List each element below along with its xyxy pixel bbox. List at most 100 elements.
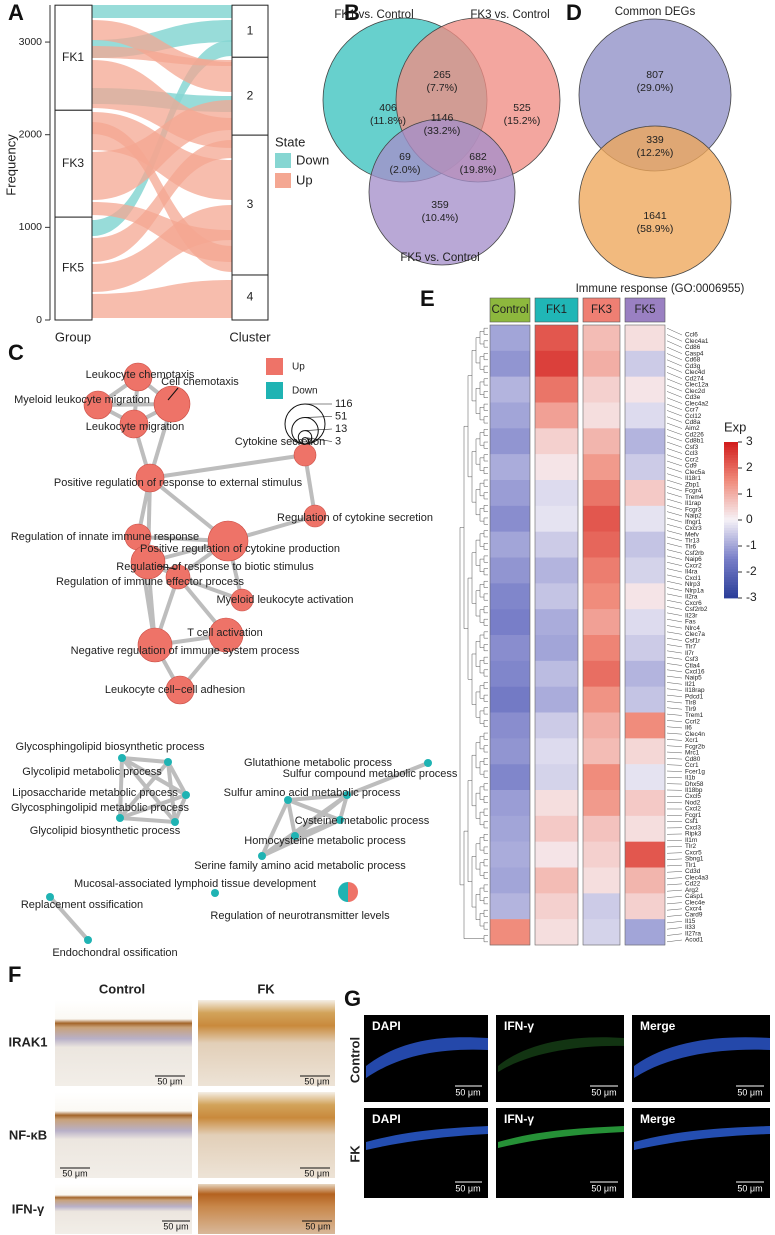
- gene-label: Ccr2: [685, 456, 699, 463]
- stratum: [54, 4, 93, 111]
- micrograph: [496, 1108, 624, 1198]
- heatmap-cell: [625, 738, 665, 765]
- label-connector: [666, 587, 683, 591]
- dendrogram: [483, 441, 488, 449]
- label-connector: [666, 656, 683, 660]
- label-connector: [666, 391, 683, 398]
- set-title: FK1 vs. Control: [334, 9, 413, 21]
- stratum-label: FK3: [62, 156, 84, 170]
- label-connector: [666, 663, 683, 666]
- colorbar-step: [724, 582, 738, 586]
- gene-label: Cd8b1: [685, 438, 704, 445]
- node-label: Leukocyte cell−cell adhesion: [105, 684, 245, 696]
- colorbar-label: 1: [746, 486, 753, 500]
- network-edge: [118, 757, 124, 819]
- gene-label: Il1b: [685, 775, 696, 782]
- heatmap-cell: [625, 583, 665, 610]
- panel-letter: D: [566, 0, 582, 25]
- gene-label: Cxcl2: [685, 806, 701, 813]
- x-label: Cluster: [229, 329, 271, 344]
- scale-bar-label: 50 μm: [591, 1087, 616, 1097]
- colorbar-step: [724, 533, 738, 536]
- dendrogram: [475, 388, 480, 414]
- dendrogram: [483, 783, 488, 791]
- gene-label: Tlr7: [685, 644, 696, 651]
- label-connector: [666, 511, 683, 517]
- dendrogram: [483, 555, 488, 563]
- label-connector: [666, 625, 683, 629]
- label-connector: [666, 669, 683, 673]
- gene-label: Tlr9: [685, 706, 696, 713]
- gene-label: Dhx58: [685, 781, 704, 788]
- heatmap-cell: [490, 350, 530, 377]
- dendrogram: [475, 742, 480, 769]
- dendrogram: [479, 837, 484, 851]
- flow: [92, 205, 232, 292]
- node-label: Glutathione metabolic process: [244, 757, 392, 769]
- gene-label: Cd80: [685, 756, 701, 763]
- heatmap-cell: [625, 454, 665, 481]
- label-connector: [666, 751, 683, 754]
- label-connector: [666, 650, 683, 654]
- heatmap-cell: [625, 480, 665, 507]
- label-connector: [666, 524, 683, 529]
- dendrogram: [483, 543, 488, 550]
- y-axis-title: Frequency: [3, 134, 18, 196]
- dendrogram: [483, 505, 488, 512]
- dendrogram: [479, 432, 484, 446]
- dendrogram: [463, 830, 468, 939]
- column-label: FK: [257, 981, 275, 996]
- label-connector: [666, 549, 683, 554]
- label-connector: [666, 555, 683, 560]
- node-label: Sulfur compound metabolic process: [283, 768, 458, 780]
- heatmap-cell: [625, 893, 665, 920]
- gene-label: Tlr8: [685, 700, 696, 707]
- region-percent: (10.4%): [422, 212, 459, 224]
- dendrogram: [483, 517, 488, 525]
- heatmap-cell: [490, 454, 530, 481]
- column-label: IFN-γ: [504, 1112, 534, 1126]
- gene-label: Ccr1: [685, 762, 699, 769]
- colorbar-step: [724, 447, 738, 451]
- stratum: [231, 4, 269, 58]
- dendrogram: [483, 745, 488, 753]
- stratum-label: 4: [247, 290, 254, 304]
- group-header-label: FK3: [591, 304, 612, 316]
- network-node: [135, 463, 165, 493]
- network-node: [343, 791, 351, 799]
- heatmap-cell: [490, 919, 530, 946]
- gene-label: Il2ra: [685, 594, 698, 601]
- dendrogram: [479, 508, 484, 522]
- dendrogram: [479, 558, 484, 572]
- dendrogram: [483, 758, 488, 765]
- colorbar-step: [724, 592, 738, 596]
- gene-label: Cd3d: [685, 868, 701, 875]
- gene-label: Cxcr5: [685, 849, 702, 856]
- label-connector: [666, 889, 683, 892]
- row-label: IRAK1: [8, 1034, 47, 1049]
- dendrogram: [479, 786, 484, 800]
- group-header-label: FK5: [634, 304, 655, 316]
- label-connector: [666, 701, 683, 704]
- gene-label: Clec12a: [685, 382, 709, 389]
- heatmap-cell: [535, 738, 578, 765]
- colorbar-step: [724, 543, 738, 547]
- tissue-stain: [634, 1126, 770, 1150]
- stratum-label: FK1: [62, 50, 84, 64]
- region-percent: (33.2%): [424, 125, 461, 137]
- panel-letter: G: [344, 986, 361, 1011]
- label-connector: [666, 422, 683, 429]
- colorbar-step: [724, 449, 738, 453]
- dendrogram: [475, 590, 480, 617]
- gene-label: Ccl3: [685, 450, 698, 457]
- node-label: Endochondral ossification: [52, 947, 177, 959]
- gene-label: Xcr1: [685, 737, 699, 744]
- colorbar-step: [724, 491, 738, 495]
- gene-label: Il18rap: [685, 687, 705, 694]
- gene-label: Fcgr4: [685, 488, 702, 495]
- network-node: [284, 796, 292, 804]
- gene-label: Nod2: [685, 799, 701, 806]
- heatmap-cell: [583, 505, 620, 532]
- heatmap-cell: [625, 790, 665, 817]
- colorbar-step: [724, 540, 738, 544]
